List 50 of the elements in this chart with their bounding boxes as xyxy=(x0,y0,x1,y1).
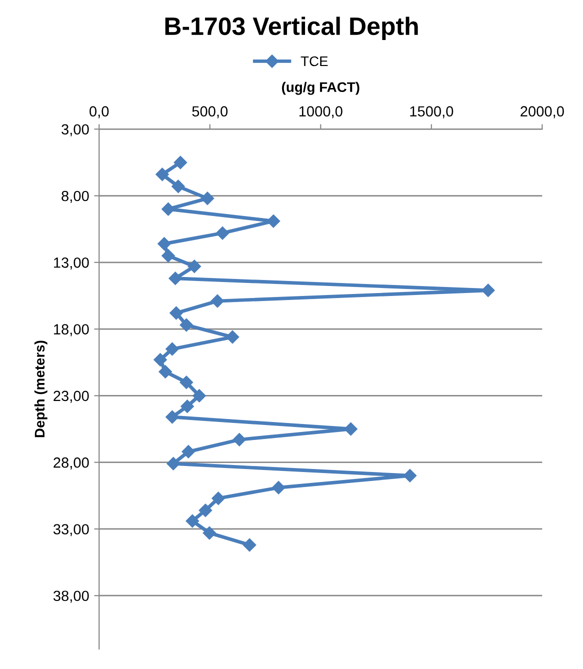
x-tick-label: 1500,0 xyxy=(410,106,454,118)
point xyxy=(154,353,167,366)
point xyxy=(174,156,188,170)
point xyxy=(180,400,194,413)
x-axis-title: (ug/g FACT) xyxy=(282,82,360,95)
point xyxy=(186,514,199,528)
point xyxy=(170,306,183,320)
point xyxy=(266,214,280,228)
y-tick-label: 23,00 xyxy=(54,390,89,403)
point xyxy=(162,202,175,216)
point xyxy=(232,433,246,446)
point xyxy=(166,457,180,470)
point xyxy=(482,284,495,297)
point xyxy=(180,318,193,332)
y-tick-label: 18,00 xyxy=(54,324,89,336)
point xyxy=(182,445,195,458)
y-tick-label: 28,00 xyxy=(54,457,89,470)
y-tick-label: 33,00 xyxy=(53,524,89,536)
chart-title: B-1703 Vertical Depth xyxy=(165,16,418,40)
y-tick-label: 38,00 xyxy=(53,590,89,603)
point xyxy=(158,237,171,250)
point xyxy=(192,389,206,402)
legend-label: TCE xyxy=(300,56,328,66)
x-tick-label: 2000,0 xyxy=(520,106,564,118)
x-tick-label: 0,0 xyxy=(90,106,109,118)
point xyxy=(216,226,230,240)
y-tick-label: 13,00 xyxy=(54,258,89,270)
point xyxy=(180,376,193,389)
point xyxy=(272,481,286,494)
point xyxy=(166,342,179,356)
point xyxy=(403,469,417,482)
y-tick-label: 8,00 xyxy=(62,190,89,203)
y-axis-title: Depth (meters) xyxy=(34,340,48,438)
point xyxy=(168,272,182,285)
point xyxy=(188,260,201,273)
point xyxy=(210,294,224,308)
point xyxy=(200,192,214,206)
point xyxy=(166,410,179,424)
point xyxy=(198,504,212,517)
x-tick-label: 1000,0 xyxy=(299,106,342,118)
point xyxy=(202,526,216,540)
point xyxy=(212,492,225,505)
point xyxy=(344,422,358,436)
point xyxy=(156,168,169,182)
point xyxy=(242,538,256,552)
y-tick-label: 3,00 xyxy=(62,124,89,136)
point xyxy=(158,365,172,378)
point xyxy=(162,249,175,262)
x-tick-label: 500,0 xyxy=(192,106,228,118)
point xyxy=(172,180,185,194)
